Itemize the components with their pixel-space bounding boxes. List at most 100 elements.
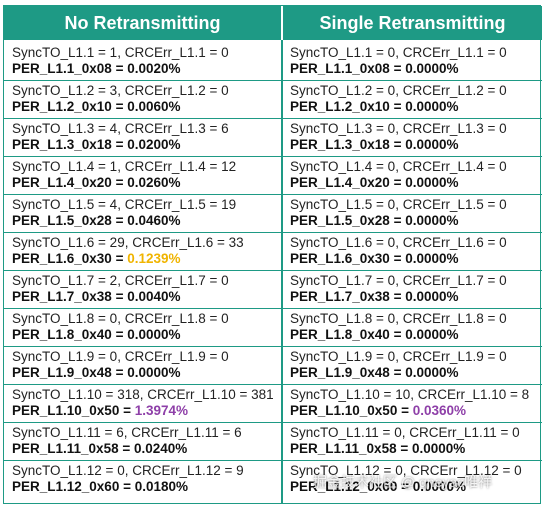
per-line: PER_L1.1_0x08 = 0.0020% — [12, 61, 281, 77]
per-line: PER_L1.3_0x18 = 0.0200% — [12, 137, 281, 153]
per-line: PER_L1.5_0x28 = 0.0460% — [12, 213, 281, 229]
sync-crc-line: SyncTO_L1.8 = 0, CRCErr_L1.8 = 0 — [290, 311, 507, 326]
per-label: PER_L1.4_0x20 = — [290, 175, 406, 190]
sync-crc-line: SyncTO_L1.1 = 1, CRCErr_L1.1 = 0 — [12, 45, 229, 60]
table-cell: SyncTO_L1.5 = 0, CRCErr_L1.5 = 0 PER_L1.… — [283, 195, 542, 233]
per-line: PER_L1.3_0x18 = 0.0000% — [290, 137, 542, 153]
sync-crc-line: SyncTO_L1.3 = 0, CRCErr_L1.3 = 0 — [290, 121, 507, 136]
per-line: PER_L1.5_0x28 = 0.0000% — [290, 213, 542, 229]
table-cell: SyncTO_L1.3 = 0, CRCErr_L1.3 = 0 PER_L1.… — [283, 119, 542, 157]
per-label: PER_L1.8_0x40 = — [12, 327, 128, 342]
comparison-table: No Retransmitting Single Retransmitting … — [3, 5, 542, 504]
sync-crc-line: SyncTO_L1.8 = 0, CRCErr_L1.8 = 0 — [12, 311, 229, 326]
per-label: PER_L1.2_0x10 = — [290, 99, 406, 114]
per-label: PER_L1.1_0x08 = — [290, 61, 406, 76]
per-line: PER_L1.4_0x20 = 0.0260% — [12, 175, 281, 191]
per-value: 0.0200% — [127, 137, 181, 152]
table-cell: SyncTO_L1.12 = 0, CRCErr_L1.12 = 0 PER_L… — [283, 461, 542, 499]
table-cell: SyncTO_L1.8 = 0, CRCErr_L1.8 = 0 PER_L1.… — [283, 309, 542, 347]
sync-crc-line: SyncTO_L1.4 = 0, CRCErr_L1.4 = 0 — [290, 159, 507, 174]
per-line: PER_L1.2_0x10 = 0.0060% — [12, 99, 281, 115]
per-line: PER_L1.10_0x50 = 0.0360% — [290, 403, 542, 419]
table-cell: SyncTO_L1.10 = 10, CRCErr_L1.10 = 8 PER_… — [283, 385, 542, 423]
per-line: PER_L1.12_0x60 = 0.0180% — [12, 479, 281, 495]
column-no-retransmitting: SyncTO_L1.1 = 1, CRCErr_L1.1 = 0 PER_L1.… — [4, 40, 283, 503]
sync-crc-line: SyncTO_L1.11 = 0, CRCErr_L1.11 = 0 — [290, 425, 520, 440]
per-value: 0.0000% — [127, 327, 181, 342]
per-label: PER_L1.2_0x10 = — [12, 99, 128, 114]
per-value-highlighted: 1.3974% — [134, 403, 189, 418]
column-single-retransmitting: SyncTO_L1.1 = 0, CRCErr_L1.1 = 0 PER_L1.… — [283, 40, 542, 503]
per-line: PER_L1.9_0x48 = 0.0000% — [12, 365, 281, 381]
sync-crc-line: SyncTO_L1.12 = 0, CRCErr_L1.12 = 9 — [12, 463, 244, 478]
per-label: PER_L1.12_0x60 = — [12, 479, 135, 494]
table-cell: SyncTO_L1.1 = 1, CRCErr_L1.1 = 0 PER_L1.… — [4, 43, 281, 81]
sync-crc-line: SyncTO_L1.5 = 0, CRCErr_L1.5 = 0 — [290, 197, 507, 212]
per-line: PER_L1.8_0x40 = 0.0000% — [12, 327, 281, 343]
per-line: PER_L1.7_0x38 = 0.0000% — [290, 289, 542, 305]
sync-crc-line: SyncTO_L1.7 = 2, CRCErr_L1.7 = 0 — [12, 273, 229, 288]
sync-crc-line: SyncTO_L1.9 = 0, CRCErr_L1.9 = 0 — [12, 349, 229, 364]
sync-crc-line: SyncTO_L1.7 = 0, CRCErr_L1.7 = 0 — [290, 273, 507, 288]
per-value: 0.0000% — [405, 175, 459, 190]
per-value: 0.0000% — [411, 441, 466, 456]
per-label: PER_L1.1_0x08 = — [12, 61, 128, 76]
per-line: PER_L1.1_0x08 = 0.0000% — [290, 61, 542, 77]
per-value: 0.0260% — [127, 175, 181, 190]
sync-crc-line: SyncTO_L1.2 = 0, CRCErr_L1.2 = 0 — [290, 83, 507, 98]
per-value: 0.0000% — [405, 289, 459, 304]
per-label: PER_L1.3_0x18 = — [12, 137, 128, 152]
per-label: PER_L1.11_0x58 = — [290, 441, 412, 456]
sync-crc-line: SyncTO_L1.11 = 6, CRCErr_L1.11 = 6 — [12, 425, 242, 440]
per-line: PER_L1.4_0x20 = 0.0000% — [290, 175, 542, 191]
per-label: PER_L1.8_0x40 = — [290, 327, 406, 342]
per-label: PER_L1.7_0x38 = — [12, 289, 128, 304]
per-line: PER_L1.2_0x10 = 0.0000% — [290, 99, 542, 115]
per-label: PER_L1.10_0x50 = — [290, 403, 413, 418]
per-line: PER_L1.12_0x60 = 0.0000% — [290, 479, 542, 495]
table-cell: SyncTO_L1.2 = 0, CRCErr_L1.2 = 0 PER_L1.… — [283, 81, 542, 119]
per-value: 0.0000% — [405, 137, 459, 152]
per-value: 0.0000% — [405, 365, 459, 380]
per-line: PER_L1.11_0x58 = 0.0240% — [12, 441, 281, 457]
table-cell: SyncTO_L1.5 = 4, CRCErr_L1.5 = 19 PER_L1… — [4, 195, 281, 233]
per-value: 0.0240% — [133, 441, 188, 456]
header-no-retransmitting: No Retransmitting — [4, 6, 283, 40]
table-cell: SyncTO_L1.7 = 0, CRCErr_L1.7 = 0 PER_L1.… — [283, 271, 542, 309]
table-cell: SyncTO_L1.6 = 29, CRCErr_L1.6 = 33 PER_L… — [4, 233, 281, 271]
header-single-retransmitting: Single Retransmitting — [283, 6, 542, 40]
table-cell: SyncTO_L1.9 = 0, CRCErr_L1.9 = 0 PER_L1.… — [283, 347, 542, 385]
table-cell: SyncTO_L1.4 = 0, CRCErr_L1.4 = 0 PER_L1.… — [283, 157, 542, 195]
per-value: 0.0000% — [405, 327, 459, 342]
per-line: PER_L1.6_0x30 = 0.1239% — [12, 251, 281, 267]
table-cell: SyncTO_L1.12 = 0, CRCErr_L1.12 = 9 PER_L… — [4, 461, 281, 499]
sync-crc-line: SyncTO_L1.6 = 0, CRCErr_L1.6 = 0 — [290, 235, 507, 250]
per-line: PER_L1.7_0x38 = 0.0040% — [12, 289, 281, 305]
sync-crc-line: SyncTO_L1.12 = 0, CRCErr_L1.12 = 0 — [290, 463, 522, 478]
per-value: 0.0000% — [405, 251, 459, 266]
per-line: PER_L1.9_0x48 = 0.0000% — [290, 365, 542, 381]
watermark: 掘金技术社区 @ qneyac唯祥 — [313, 474, 493, 490]
per-line: PER_L1.6_0x30 = 0.0000% — [290, 251, 542, 267]
per-label: PER_L1.3_0x18 = — [290, 137, 406, 152]
sync-crc-line: SyncTO_L1.10 = 318, CRCErr_L1.10 = 381 — [12, 387, 274, 402]
sync-crc-line: SyncTO_L1.5 = 4, CRCErr_L1.5 = 19 — [12, 197, 237, 212]
table-cell: SyncTO_L1.7 = 2, CRCErr_L1.7 = 0 PER_L1.… — [4, 271, 281, 309]
sync-crc-line: SyncTO_L1.10 = 10, CRCErr_L1.10 = 8 — [290, 387, 530, 402]
per-label: PER_L1.9_0x48 = — [290, 365, 406, 380]
table-cell: SyncTO_L1.8 = 0, CRCErr_L1.8 = 0 PER_L1.… — [4, 309, 281, 347]
per-value: 0.0180% — [134, 479, 189, 494]
per-label: PER_L1.6_0x30 = — [290, 251, 406, 266]
per-label: PER_L1.6_0x30 = — [12, 251, 128, 266]
sync-crc-line: SyncTO_L1.2 = 3, CRCErr_L1.2 = 0 — [12, 83, 229, 98]
table-cell: SyncTO_L1.10 = 318, CRCErr_L1.10 = 381 P… — [4, 385, 281, 423]
sync-crc-line: SyncTO_L1.1 = 0, CRCErr_L1.1 = 0 — [290, 45, 507, 60]
sync-crc-line: SyncTO_L1.6 = 29, CRCErr_L1.6 = 33 — [12, 235, 244, 250]
sync-crc-line: SyncTO_L1.4 = 1, CRCErr_L1.4 = 12 — [12, 159, 237, 174]
per-value: 0.0000% — [405, 213, 459, 228]
per-value-highlighted: 0.1239% — [127, 251, 181, 266]
per-line: PER_L1.10_0x50 = 1.3974% — [12, 403, 281, 419]
per-value: 0.0000% — [405, 61, 459, 76]
per-value-highlighted: 0.0360% — [412, 403, 467, 418]
per-label: PER_L1.5_0x28 = — [290, 213, 406, 228]
